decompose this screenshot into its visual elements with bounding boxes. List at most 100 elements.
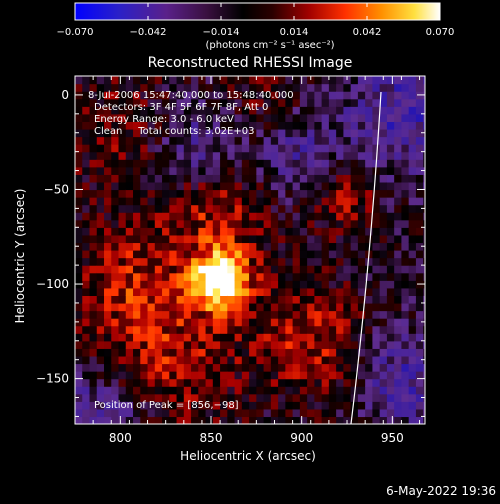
heatmap-cell: [299, 83, 308, 92]
heatmap-cell: [401, 136, 410, 145]
heatmap-cell: [278, 363, 286, 372]
heatmap-cell: [125, 287, 134, 296]
heatmap-cell: [147, 144, 156, 153]
heatmap-cell: [111, 318, 120, 327]
heatmap-cell: [328, 310, 337, 319]
heatmap-cell: [357, 250, 366, 259]
heatmap-cell: [198, 401, 207, 410]
heatmap-cell: [205, 318, 214, 327]
heatmap-cell: [205, 128, 214, 138]
heatmap-cell: [234, 83, 243, 92]
heatmap-cell: [285, 83, 294, 92]
heatmap-cell: [220, 197, 228, 206]
heatmap-cell: [379, 151, 388, 160]
heatmap-cell: [256, 227, 265, 236]
heatmap-cell: [96, 265, 105, 274]
heatmap-cell: [292, 325, 301, 334]
heatmap-cell: [133, 98, 141, 107]
heatmap-cell: [96, 386, 105, 395]
heatmap-cell: [191, 197, 199, 206]
heatmap-cell: [299, 76, 308, 85]
heatmap-cell: [183, 378, 192, 387]
heatmap-cell: [133, 91, 141, 100]
heatmap-cell: [183, 227, 192, 236]
heatmap-cell: [415, 144, 424, 153]
heatmap-cell: [234, 302, 243, 312]
heatmap-cell: [408, 91, 417, 100]
heatmap-cell: [162, 189, 170, 198]
heatmap-cell: [220, 234, 228, 244]
heatmap-cell: [321, 166, 330, 175]
heatmap-cell: [394, 113, 403, 122]
heatmap-cell: [415, 340, 424, 349]
heatmap-cell: [183, 280, 192, 289]
heatmap-cell: [176, 318, 185, 327]
heatmap-cell: [285, 174, 294, 183]
heatmap-cell: [169, 371, 178, 380]
heatmap-cell: [183, 340, 192, 349]
heatmap-cell: [118, 106, 127, 115]
heatmap-cell: [415, 234, 424, 244]
heatmap-cell: [401, 204, 410, 213]
heatmap-cell: [350, 174, 359, 183]
heatmap-cell: [104, 76, 112, 85]
heatmap-cell: [263, 348, 272, 357]
heatmap-cell: [423, 174, 425, 183]
heatmap-cell: [212, 310, 221, 319]
heatmap-cell: [372, 197, 381, 206]
heatmap-cell: [263, 197, 272, 206]
heatmap-cell: [154, 234, 163, 244]
heatmap-cell: [183, 348, 192, 357]
heatmap-cell: [140, 363, 149, 372]
heatmap-cell: [212, 83, 221, 92]
heatmap-cell: [234, 280, 243, 289]
heatmap-cell: [401, 401, 410, 410]
heatmap-cell: [118, 302, 127, 312]
heatmap-cell: [372, 408, 381, 418]
heatmap-cell: [249, 151, 257, 160]
info-line-time: 8-Jul-2006 15:47:40.000 to 15:48:40.000: [88, 90, 294, 101]
heatmap-cell: [241, 416, 250, 424]
heatmap-cell: [220, 121, 228, 130]
heatmap-cell: [104, 363, 112, 372]
heatmap-cell: [75, 174, 83, 183]
heatmap-cell: [415, 333, 424, 342]
heatmap-cell: [270, 121, 279, 130]
heatmap-cell: [307, 302, 315, 312]
heatmap-cell: [278, 371, 286, 380]
heatmap-cell: [154, 272, 163, 281]
heatmap-cell: [278, 378, 286, 387]
heatmap-cell: [314, 197, 323, 206]
heatmap-cell: [415, 386, 424, 395]
heatmap-cell: [96, 83, 105, 92]
heatmap-cell: [227, 318, 236, 327]
heatmap-cell: [321, 174, 330, 183]
heatmap-cell: [198, 128, 207, 138]
heatmap-cell: [386, 91, 395, 100]
heatmap-cell: [278, 83, 286, 92]
heatmap-cell: [394, 363, 403, 372]
heatmap-cell: [307, 76, 315, 85]
heatmap-cell: [96, 113, 105, 122]
heatmap-cell: [321, 302, 330, 312]
heatmap-cell: [140, 408, 149, 418]
heatmap-cell: [191, 386, 199, 395]
heatmap-cell: [336, 234, 344, 244]
heatmap-cell: [140, 386, 149, 395]
heatmap-cell: [343, 227, 352, 236]
heatmap-cell: [336, 136, 344, 145]
heatmap-cell: [96, 333, 105, 342]
heatmap-cell: [205, 408, 214, 418]
heatmap-cell: [96, 401, 105, 410]
heatmap-cell: [176, 159, 185, 168]
heatmap-cell: [343, 234, 352, 244]
heatmap-cell: [133, 121, 141, 130]
heatmap-cell: [176, 363, 185, 372]
heatmap-cell: [415, 348, 424, 357]
heatmap-cell: [82, 151, 91, 160]
heatmap-cell: [212, 416, 221, 424]
heatmap-cell: [321, 340, 330, 349]
heatmap-cell: [365, 91, 374, 100]
heatmap-cell: [198, 386, 207, 395]
heatmap-cell: [357, 76, 366, 85]
